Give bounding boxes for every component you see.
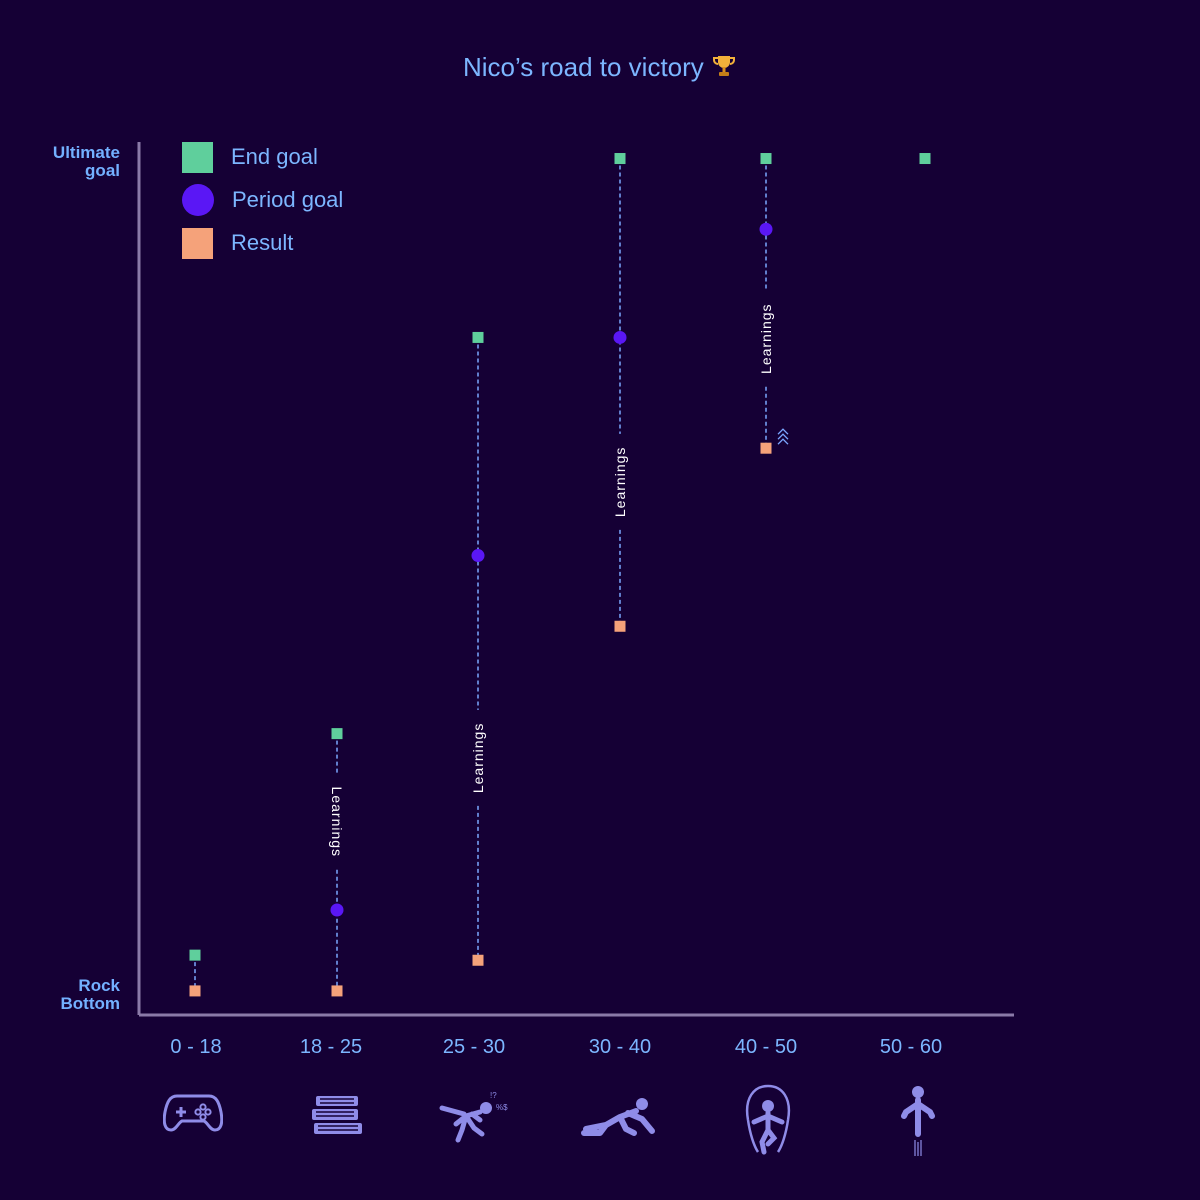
y-axis-bottom-label: Rock Bottom [60,976,120,1013]
chart-title: Nico’s road to victory [0,52,1200,83]
crawling-person-icon [581,1098,655,1136]
svg-text:!?: !? [490,1091,497,1100]
end-goal-marker [760,153,772,165]
period-goal-marker [613,330,627,344]
legend-swatch-period-goal [182,184,214,216]
x-tick-label: 50 - 60 [880,1036,942,1058]
x-tick-label: 25 - 30 [443,1036,505,1058]
x-tick-label: 0 - 18 [170,1036,221,1058]
result-marker [472,954,484,966]
end-goal-marker [472,331,484,343]
legend-label-result: Result [231,230,294,255]
learnings-label: Learnings [758,303,774,374]
x-tick-label: 18 - 25 [300,1036,362,1058]
gamepad-icon [163,1094,223,1132]
legend-item-result: Result [182,226,293,260]
chart-title-text: Nico’s road to victory [462,52,704,82]
end-goal-marker [331,728,343,740]
learnings-label: Learnings [612,447,628,518]
launching-person-icon [901,1086,935,1156]
result-marker [331,985,343,997]
result-marker [614,620,626,632]
chevron-up-icon [777,433,789,440]
legend-item-period-goal: Period goal [182,183,343,217]
x-tick-label: 30 - 40 [589,1036,651,1058]
legend-swatch-result [182,227,213,259]
period-goal-marker [471,549,485,563]
end-goal-marker [614,153,626,165]
chevron-up-icon [777,438,789,445]
result-marker [189,985,201,997]
learnings-label: Learnings [329,787,345,858]
period-goal-marker [759,222,773,236]
period-goal-marker [330,903,344,917]
end-goal-marker [189,949,201,961]
books-icon [312,1096,362,1134]
legend-swatch-end-goal [182,141,213,173]
jump-rope-person-icon [745,1084,791,1155]
legend-item-end-goal: End goal [182,140,318,174]
learnings-label: Learnings [470,723,486,794]
legend-label-period-goal: Period goal [232,187,344,212]
end-goal-marker [919,153,931,165]
legend-label-end-goal: End goal [231,144,318,169]
trophy-icon [713,56,736,76]
chevron-up-icon [777,428,789,435]
svg-text:%$: %$ [496,1103,508,1112]
y-axis-top-label: Ultimate goal [52,143,120,180]
result-marker [760,442,772,454]
stumbling-person-icon: !? %$ [439,1091,508,1143]
x-tick-label: 40 - 50 [735,1036,797,1058]
